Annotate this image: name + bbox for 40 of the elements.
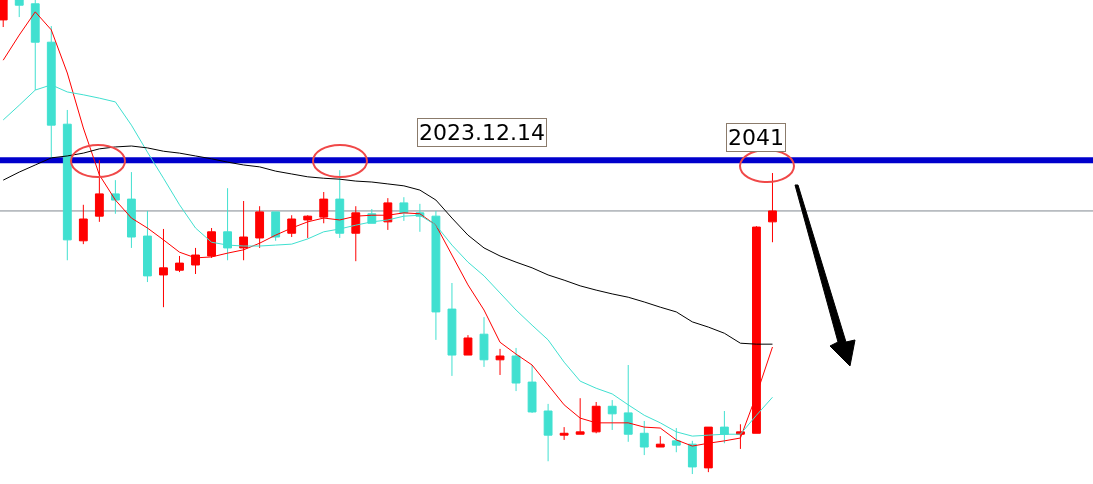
candlestick [543, 403, 553, 462]
candlestick [399, 196, 409, 222]
candlestick [687, 440, 697, 475]
candlestick [78, 204, 88, 245]
candlestick [591, 401, 601, 434]
candlestick [559, 426, 569, 441]
candlestick [207, 227, 216, 259]
candlestick [223, 187, 232, 261]
candlestick [351, 205, 361, 262]
candlestick [511, 347, 521, 392]
candlestick [383, 197, 393, 231]
candlestick [431, 210, 441, 341]
candlestick [768, 172, 777, 243]
annotation: 2023.12.14 [419, 120, 545, 145]
candlestick [271, 211, 281, 242]
candlestick [126, 171, 136, 249]
candlestick [335, 169, 345, 239]
candlestick [159, 228, 168, 308]
candlestick [479, 316, 489, 368]
candlestick [255, 205, 265, 249]
candlestick [191, 247, 200, 275]
candlestick [463, 334, 473, 356]
candlestick [752, 225, 761, 434]
candlestick [447, 282, 457, 377]
candlestick [303, 214, 313, 239]
candlestick [495, 348, 505, 376]
candlestick [0, 0, 8, 28]
candlestick [287, 214, 297, 238]
candlestick [575, 397, 585, 435]
candlestick [527, 364, 537, 414]
candlestick [175, 255, 184, 273]
candlestick [319, 191, 329, 224]
candlestick [607, 399, 617, 431]
candlestick [62, 109, 72, 261]
candlestick [14, 0, 24, 18]
annotation: 2041 [728, 125, 784, 150]
candlestick [143, 210, 152, 283]
candlestick [655, 435, 665, 448]
candlestick [639, 420, 649, 456]
candlestick [94, 159, 104, 223]
